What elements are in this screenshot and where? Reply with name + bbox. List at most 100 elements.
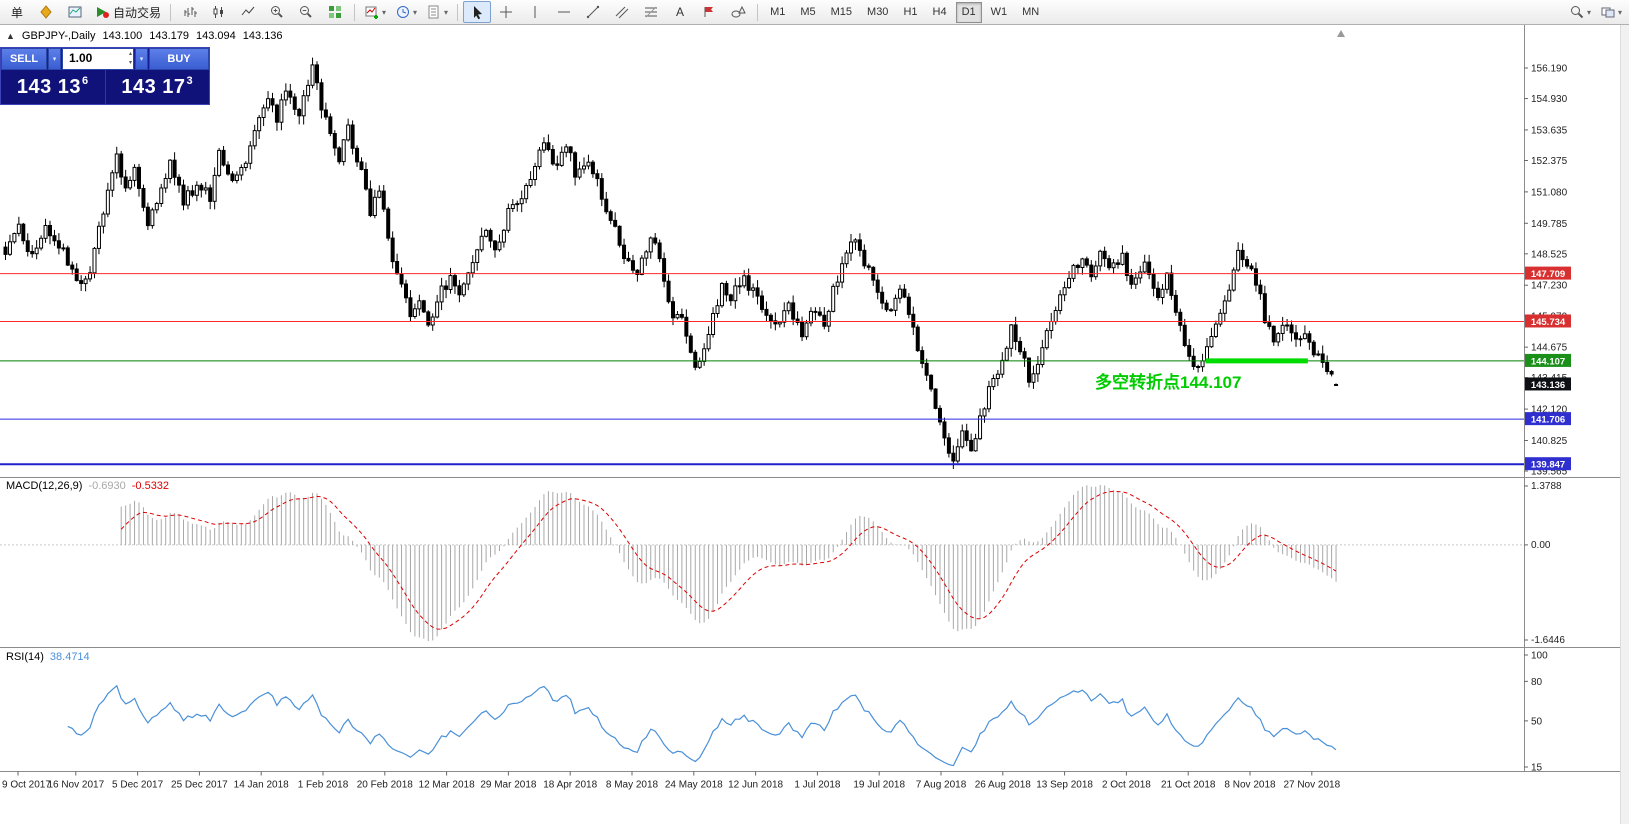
svg-text:1 Feb 2018: 1 Feb 2018	[298, 780, 349, 791]
svg-text:0.00: 0.00	[1531, 540, 1551, 551]
price-badge-141.706: 141.706	[1525, 412, 1571, 426]
vertical-line-icon[interactable]	[521, 1, 549, 23]
line-chart-icon[interactable]	[234, 1, 262, 23]
new-chart-icon[interactable]: ▾	[360, 1, 390, 23]
timeframe-d1[interactable]: D1	[955, 1, 982, 23]
macd-title: MACD(12,26,9)	[6, 480, 83, 492]
sell-button[interactable]: SELL	[1, 48, 47, 70]
horizontal-line-icon[interactable]	[550, 1, 578, 23]
buy-button[interactable]: BUY	[149, 48, 209, 70]
shapes-icon[interactable]	[724, 1, 752, 23]
toolbar-separator	[757, 3, 759, 21]
text-icon[interactable]: A	[666, 1, 694, 23]
ask-price[interactable]: 143 17 3	[106, 70, 210, 104]
toolbar-separator	[354, 3, 356, 21]
svg-text:18 Apr 2018: 18 Apr 2018	[543, 780, 597, 791]
bar-chart-icon[interactable]	[176, 1, 204, 23]
trendline-icon[interactable]	[579, 1, 607, 23]
svg-text:A: A	[676, 5, 684, 19]
macd-signal-line	[120, 490, 1337, 630]
toolbar-separator	[170, 3, 172, 21]
zoom-out-icon[interactable]	[292, 1, 320, 23]
svg-text:153.635: 153.635	[1531, 125, 1568, 136]
levels-layer	[0, 273, 1524, 466]
volume-spinner[interactable]: ▴ ▾	[129, 50, 132, 68]
timeframe-m5[interactable]: M5	[800, 6, 816, 18]
price-badge-139.847: 139.847	[1525, 457, 1571, 471]
svg-text:152.375: 152.375	[1531, 156, 1568, 167]
price-scale[interactable]: 156.190 154.930 153.635 152.375 151.080 149.7…	[1524, 64, 1571, 478]
svg-text:26 Aug 2018: 26 Aug 2018	[975, 780, 1032, 791]
chart-shift-marker-icon[interactable]	[1337, 30, 1345, 37]
svg-text:14 Jan 2018: 14 Jan 2018	[234, 780, 289, 791]
volume-options-dropdown[interactable]: ▾	[135, 48, 148, 70]
svg-text:144.675: 144.675	[1531, 343, 1568, 354]
new-order-button[interactable]: 单	[10, 5, 23, 20]
svg-text:143.136: 143.136	[1531, 380, 1565, 391]
svg-text:8 Nov 2018: 8 Nov 2018	[1224, 780, 1276, 791]
crosshair-icon[interactable]	[492, 1, 520, 23]
equidistant-channel-icon[interactable]	[608, 1, 636, 23]
rsi-title: RSI(14)	[6, 651, 44, 663]
svg-text:21 Oct 2018: 21 Oct 2018	[1161, 780, 1216, 791]
timeframe-w1[interactable]: W1	[990, 6, 1008, 18]
new-order-icon[interactable]	[32, 1, 60, 23]
timeframe-mn[interactable]: MN	[1022, 6, 1040, 18]
svg-text:142.120: 142.120	[1531, 405, 1568, 416]
macd-value-main: -0.6930	[88, 480, 126, 492]
svg-text:145.734: 145.734	[1531, 317, 1566, 328]
svg-text:154.930: 154.930	[1531, 94, 1568, 105]
templates-icon[interactable]: ▾	[422, 1, 452, 23]
price-badge-147.709: 147.709	[1525, 266, 1571, 280]
svg-text:144.107: 144.107	[1531, 356, 1565, 367]
svg-text:25 Dec 2017: 25 Dec 2017	[171, 780, 228, 791]
toolbar-separator	[457, 3, 459, 21]
trade-panel-prices: 143 13 6 143 17 3	[1, 70, 209, 104]
one-click-trading-panel: SELL ▾ ▴ ▾ ▾ BUY 143 136 143 17	[0, 47, 210, 105]
vertical-scrollbar[interactable]	[1620, 25, 1629, 824]
trade-panel-controls: SELL ▾ ▴ ▾ ▾ BUY	[1, 48, 209, 70]
volume-input[interactable]	[63, 49, 121, 67]
svg-text:-1.6446: -1.6446	[1531, 635, 1565, 646]
timeframe-m15[interactable]: M15	[830, 6, 853, 18]
svg-text:7 Aug 2018: 7 Aug 2018	[916, 780, 967, 791]
chart-canvas[interactable]: 156.190 154.930 153.635 152.375 151.080 149.7…	[0, 25, 1629, 824]
chart-annotation[interactable]: 多空转折点144.107	[1095, 373, 1242, 392]
open-chart-icon[interactable]	[61, 1, 89, 23]
svg-text:139.565: 139.565	[1531, 467, 1568, 478]
fibonacci-icon[interactable]	[637, 1, 665, 23]
rsi-line	[67, 684, 1337, 767]
volume-up-icon[interactable]: ▴	[128, 51, 132, 57]
svg-text:24 May 2018: 24 May 2018	[665, 780, 723, 791]
window-cascade-icon[interactable]: ▾	[1596, 1, 1626, 23]
svg-text:1.3788: 1.3788	[1531, 481, 1562, 492]
cursor-icon[interactable]	[463, 1, 492, 23]
rsi-header: RSI(14) 38.4714	[6, 651, 90, 663]
chart-area: 156.190 154.930 153.635 152.375 151.080 149.7…	[0, 25, 1629, 824]
arrow-label-icon[interactable]	[695, 1, 723, 23]
search-icon[interactable]: ▾	[1565, 1, 1595, 23]
volume-down-icon[interactable]: ▾	[128, 60, 132, 66]
timeframe-h4[interactable]: H4	[932, 6, 947, 18]
rsi-value: 38.4714	[49, 651, 90, 663]
auto-trading-button[interactable]: 自动交易	[90, 1, 165, 23]
sell-options-dropdown[interactable]: ▾	[48, 48, 61, 70]
svg-text:141.706: 141.706	[1531, 415, 1565, 426]
candlestick-chart-icon[interactable]	[205, 1, 233, 23]
svg-text:5 Dec 2017: 5 Dec 2017	[112, 780, 164, 791]
svg-text:80: 80	[1531, 677, 1543, 688]
svg-text:13 Sep 2018: 13 Sep 2018	[1036, 780, 1093, 791]
timeframe-m30[interactable]: M30	[867, 6, 889, 18]
macd-value-signal: -0.5332	[131, 480, 170, 492]
svg-text:139.847: 139.847	[1531, 460, 1565, 471]
macd-header: MACD(12,26,9) -0.6930 -0.5332	[6, 480, 169, 492]
tile-windows-icon[interactable]	[321, 1, 349, 23]
svg-text:100: 100	[1531, 651, 1548, 662]
bid-price[interactable]: 143 13 6	[1, 70, 105, 104]
one-click-collapse-arrow-icon[interactable]: ▲	[6, 31, 15, 41]
zoom-in-icon[interactable]	[263, 1, 291, 23]
timeframe-h1[interactable]: H1	[903, 6, 918, 18]
timeframe-m1[interactable]: M1	[770, 6, 786, 18]
profiles-icon[interactable]: ▾	[391, 1, 421, 23]
